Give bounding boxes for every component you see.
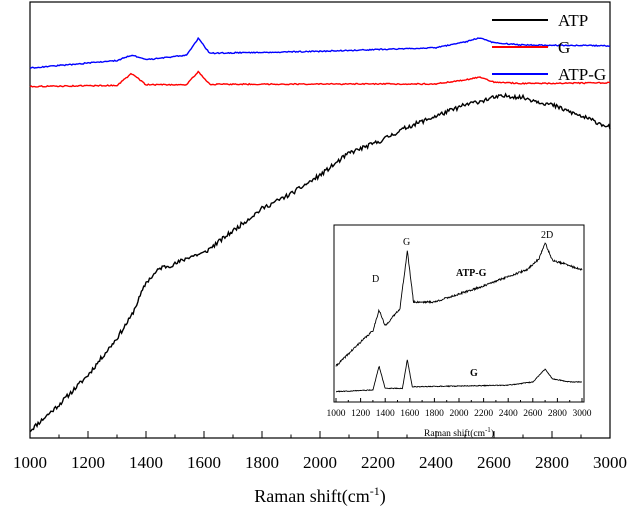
x-axis-title-sup: -1 — [370, 484, 380, 498]
tick-label-1800: 1800 — [245, 453, 279, 472]
inset-x-axis-title-main: Raman shift(cm — [424, 428, 486, 439]
tick-label-1000: 1000 — [13, 453, 47, 472]
legend-label-g: G — [558, 38, 570, 57]
inset-annotation-g-series: G — [470, 368, 478, 379]
main-series-group — [29, 36, 611, 433]
tick-label-2800: 2800 — [535, 453, 569, 472]
inset-series-atp-g-line — [335, 242, 583, 367]
inset-annotation-2d: 2D — [541, 230, 553, 241]
tick-label-1200: 1200 — [71, 453, 105, 472]
inset-tick-label-2600: 2600 — [523, 409, 542, 419]
inset-tick-label-1800: 1800 — [425, 409, 444, 419]
tick-label-2200: 2200 — [361, 453, 395, 472]
series-atp-line — [29, 92, 611, 433]
inset-tick-label-2400: 2400 — [499, 409, 518, 419]
x-axis-title-end: ) — [380, 486, 386, 507]
tick-label-2000: 2000 — [303, 453, 337, 472]
legend-label-atp-g: ATP-G — [558, 65, 606, 84]
x-axis-tick-labels: 1000 1200 1400 1600 1800 2000 2200 2400 2600 2800… — [13, 453, 627, 472]
tick-label-2600: 2600 — [477, 453, 511, 472]
series-atp-g-line — [29, 36, 611, 69]
tick-label-1600: 1600 — [187, 453, 221, 472]
tick-label-3000: 3000 — [593, 453, 627, 472]
inset-annotation-g-peak: G — [403, 237, 410, 248]
x-axis-ticks — [29, 431, 611, 438]
inset-frame — [333, 224, 585, 403]
inset-tick-label-1200: 1200 — [351, 409, 370, 419]
inset-tick-label-2000: 2000 — [450, 409, 469, 419]
inset-annotation-d: D — [372, 274, 379, 285]
inset-x-ticks — [335, 398, 583, 402]
inset-series-group — [335, 242, 583, 393]
inset-annotation-atp-g: ATP-G — [456, 268, 487, 279]
inset-x-axis-title-end: ) — [491, 428, 494, 439]
inset-x-axis-title: Raman shift(cm-1) — [424, 426, 494, 439]
inset-x-tick-labels: 1000 1200 1400 1600 1800 2000 2200 2400 2600 2800… — [327, 409, 592, 419]
inset-tick-label-2800: 2800 — [548, 409, 567, 419]
tick-label-1400: 1400 — [129, 453, 163, 472]
x-axis-title: Raman shift(cm-1) — [254, 484, 385, 507]
series-g-line — [29, 70, 611, 88]
inset-tick-label-1600: 1600 — [400, 409, 419, 419]
inset-tick-label-2200: 2200 — [474, 409, 493, 419]
inset-x-axis-title-sup: -1 — [485, 426, 491, 434]
legend: ATP G ATP-G — [492, 11, 606, 84]
tick-label-2400: 2400 — [419, 453, 453, 472]
inset-tick-label-1400: 1400 — [376, 409, 395, 419]
legend-label-atp: ATP — [558, 11, 588, 30]
inset-chart: 1000 1200 1400 1600 1800 2000 2200 2400 2600 2800… — [327, 224, 592, 439]
inset-tick-label-3000: 3000 — [573, 409, 592, 419]
x-axis-title-main: Raman shift(cm — [254, 486, 369, 507]
inset-tick-label-1000: 1000 — [327, 409, 346, 419]
inset-series-g-line — [336, 359, 582, 393]
